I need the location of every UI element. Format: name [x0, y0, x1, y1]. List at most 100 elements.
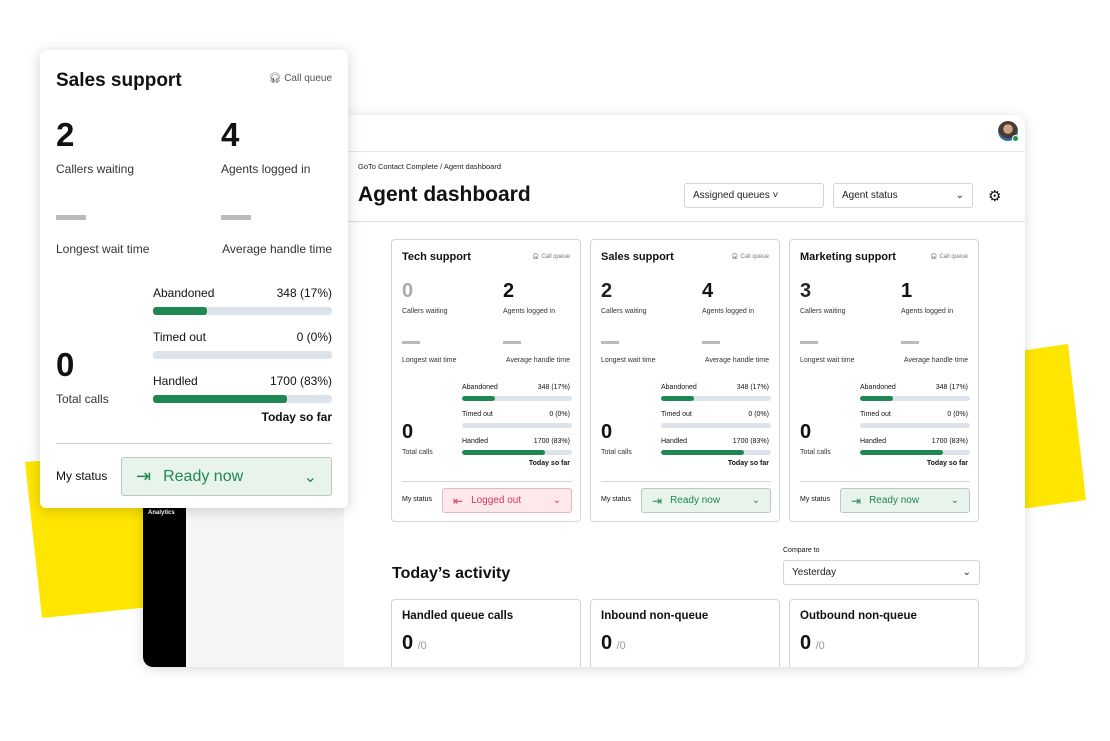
today-so-far: Today so far — [528, 460, 570, 467]
call-queue-tag: 🎧︎ Call queue — [269, 73, 332, 84]
progress-bar — [153, 395, 332, 403]
call-queue-tag: 🎧︎ Call queue — [731, 253, 769, 260]
activity-total: /0 — [815, 640, 825, 652]
bar-value: 1700 (83%) — [269, 374, 332, 388]
bar-label: Handled — [860, 438, 887, 445]
activity-card-title: Handled queue calls — [402, 610, 514, 622]
agent-status-label: Agent status — [842, 190, 898, 201]
chevron-down-icon: ⌄ — [751, 495, 760, 506]
compare-to-dropdown[interactable]: Yesterday ⌄ — [783, 560, 980, 585]
progress-bar — [462, 450, 572, 455]
chevron-down-icon: ⌄ — [962, 567, 971, 578]
assigned-queues-label: Assigned queues — [693, 190, 770, 201]
queue-card: Tech support 🎧︎ Call queue 0 Callers wai… — [391, 239, 581, 522]
divider — [601, 481, 771, 482]
activity-title: Today’s activity — [392, 565, 511, 582]
callers-waiting-label: Callers waiting — [601, 308, 647, 315]
progress-bar — [153, 307, 332, 315]
progress-bar — [462, 423, 572, 428]
status-dropdown[interactable]: ⇤ Logged out ⌄ — [442, 488, 572, 513]
callers-waiting-label: Callers waiting — [800, 308, 846, 315]
user-avatar[interactable] — [998, 121, 1019, 142]
bar-label: Handled — [462, 438, 489, 445]
avg-handle-empty — [503, 341, 521, 344]
callers-waiting-label: Callers waiting — [56, 162, 135, 176]
status-value: Ready now — [869, 495, 920, 506]
avg-handle-label: Average handle time — [903, 357, 968, 364]
bar-value: 348 (17%) — [935, 384, 968, 391]
status-dropdown[interactable]: ⇥ Ready now ⌄ — [641, 488, 771, 513]
bar-value: 348 (17%) — [736, 384, 769, 391]
status-value: Ready now — [163, 467, 244, 485]
progress-fill — [860, 450, 943, 455]
call-queue-label: Call queue — [939, 254, 968, 260]
page-title: Agent dashboard — [358, 183, 531, 206]
queue-card: Marketing support 🎧︎ Call queue 3 Caller… — [789, 239, 979, 522]
status-dropdown[interactable]: ⇥ Ready now ⌄ — [121, 457, 332, 496]
longest-wait-label: Longest wait time — [402, 357, 457, 364]
callers-waiting-value: 0 — [402, 280, 414, 302]
headset-icon: 🎧︎ — [532, 254, 540, 260]
bar-label: Handled — [661, 438, 688, 445]
sidebar-item-analytics[interactable]: Analytics — [148, 510, 175, 516]
total-calls-value: 0 — [402, 421, 414, 443]
progress-fill — [462, 450, 545, 455]
activity-card-title: Outbound non-queue — [800, 610, 917, 622]
chevron-down-icon: ˅ — [772, 190, 779, 201]
progress-bar — [153, 351, 332, 359]
assigned-queues-dropdown[interactable]: Assigned queues ˅ — [684, 183, 824, 208]
sign-out-icon: ⇤ — [453, 493, 464, 508]
bar-label: Abandoned — [661, 384, 697, 391]
total-calls-value: 0 — [601, 421, 613, 443]
progress-bar — [462, 396, 572, 401]
progress-bar — [661, 423, 771, 428]
progress-fill — [462, 396, 495, 401]
bar-value: 1700 (83%) — [732, 438, 769, 445]
compare-to-value: Yesterday — [792, 567, 837, 578]
callers-waiting-value: 3 — [800, 280, 812, 302]
activity-value: 0 — [800, 632, 812, 654]
queue-name: Marketing support — [800, 251, 896, 263]
longest-wait-empty — [402, 341, 420, 344]
total-calls-value: 0 — [800, 421, 812, 443]
total-calls-label: Total calls — [56, 392, 109, 406]
progress-bar — [860, 450, 970, 455]
queue-name: Tech support — [402, 251, 471, 263]
avg-handle-empty — [901, 341, 919, 344]
bar-value: 0 (0%) — [748, 411, 769, 418]
status-dropdown[interactable]: ⇥ Ready now ⌄ — [840, 488, 970, 513]
divider — [800, 481, 970, 482]
chevron-down-icon: ⌄ — [552, 495, 561, 506]
progress-fill — [661, 396, 694, 401]
chevron-down-icon: ⌄ — [955, 190, 964, 201]
agents-logged-in-value: 4 — [702, 280, 714, 302]
progress-bar — [661, 450, 771, 455]
breadcrumb[interactable]: GoTo Contact Complete / Agent dashboard — [358, 162, 502, 171]
today-so-far: Today so far — [926, 460, 968, 467]
my-status-label: My status — [56, 469, 108, 483]
divider — [56, 443, 332, 444]
progress-fill — [153, 395, 288, 403]
sign-in-icon: ⇥ — [136, 466, 152, 486]
progress-bar — [860, 423, 970, 428]
call-queue-label: Call queue — [740, 254, 769, 260]
gear-icon[interactable]: ⚙ — [988, 188, 1002, 205]
activity-card: Inbound non-queue 0 /0 — [590, 599, 780, 667]
bar-label: Handled — [153, 374, 198, 388]
bar-value: 0 (0%) — [947, 411, 968, 418]
agent-status-dropdown[interactable]: Agent status ⌄ — [833, 183, 973, 208]
total-calls-label: Total calls — [800, 449, 831, 456]
longest-wait-label: Longest wait time — [800, 357, 855, 364]
call-queue-tag: 🎧︎ Call queue — [532, 253, 570, 260]
agents-logged-in-label: Agents logged in — [901, 308, 954, 315]
activity-card: Handled queue calls 0 /0 — [391, 599, 581, 667]
progress-bar — [661, 396, 771, 401]
top-bar — [143, 115, 1025, 152]
headset-icon: 🎧︎ — [930, 254, 938, 260]
avg-handle-empty — [221, 215, 251, 220]
call-queue-label: Call queue — [541, 254, 570, 260]
divider — [402, 481, 572, 482]
headset-icon: 🎧︎ — [731, 254, 739, 260]
queue-popup-card: Sales support 🎧︎ Call queue 2 Callers wa… — [40, 50, 348, 508]
bar-value: 348 (17%) — [276, 286, 332, 300]
